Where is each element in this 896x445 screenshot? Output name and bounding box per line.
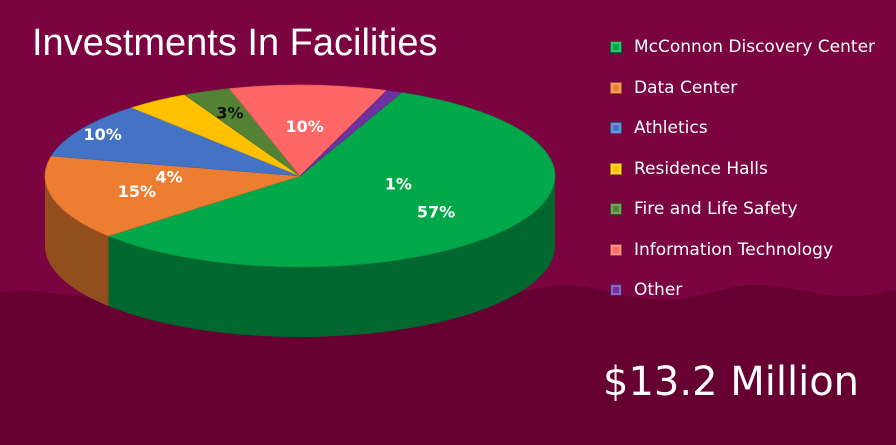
legend-swatch-icon — [610, 284, 622, 297]
legend-item: Data Center — [610, 68, 875, 109]
legend-swatch-icon — [610, 41, 622, 54]
pie-data-label: 4% — [155, 168, 182, 187]
legend-label: Fire and Life Safety — [634, 199, 798, 220]
pie-data-label: 3% — [216, 103, 243, 122]
total-amount: $13.2 Million — [603, 359, 860, 405]
legend-item: Residence Halls — [610, 149, 875, 190]
legend-swatch-icon — [610, 203, 622, 216]
legend-item: Other — [610, 270, 875, 311]
legend-swatch-icon — [610, 243, 622, 256]
legend-swatch-icon — [610, 162, 622, 175]
pie-slice-6 — [299, 90, 403, 177]
pie-slice-2 — [50, 107, 301, 177]
chart-title: Investments In Facilities — [32, 22, 438, 64]
legend-label: Other — [634, 280, 683, 301]
legend-label: Athletics — [634, 118, 708, 139]
legend-item: Information Technology — [610, 230, 875, 271]
pie-slice-5 — [228, 84, 388, 177]
legend-label: Information Technology — [634, 239, 834, 260]
legend: McConnon Discovery Center Data Center At… — [610, 27, 875, 311]
legend-label: McConnon Discovery Center — [634, 37, 876, 58]
pie-side-1 — [45, 176, 109, 307]
legend-item: McConnon Discovery Center — [610, 27, 875, 68]
pie-sides — [45, 176, 555, 338]
legend-swatch-icon — [610, 81, 622, 94]
pie-side-0 — [108, 176, 555, 338]
legend-item: Fire and Life Safety — [610, 189, 875, 230]
pie-data-label: 1% — [385, 174, 412, 193]
pie-data-label: 10% — [84, 125, 122, 144]
legend-swatch-icon — [610, 122, 622, 135]
pie-top — [44, 84, 556, 268]
pie-data-label: 57% — [417, 202, 455, 221]
legend-label: Residence Halls — [634, 158, 768, 179]
pie-data-label: 10% — [286, 117, 324, 136]
legend-item: Athletics — [610, 108, 875, 149]
legend-label: Data Center — [634, 77, 738, 98]
pie-slice-1 — [44, 155, 301, 237]
pie-labels: 57% 15% 10% 4% 3% 10% 1% — [84, 103, 456, 221]
pie-data-label: 15% — [118, 182, 156, 201]
pie-slice-0 — [107, 92, 556, 268]
